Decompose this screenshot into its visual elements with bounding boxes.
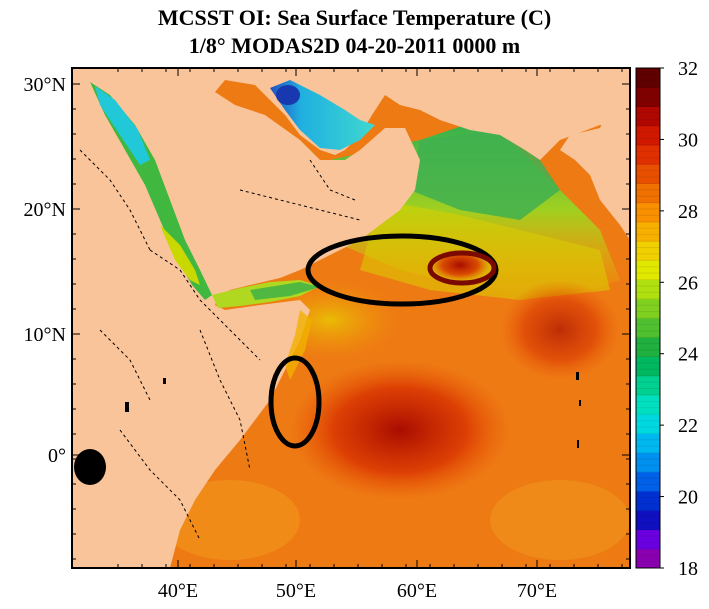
colorbar-segment: [636, 221, 660, 242]
colorbar-segment: [636, 241, 660, 261]
colorbar-segment: [636, 318, 660, 338]
map-title: MCSST OI: Sea Surface Temperature (C): [157, 5, 552, 30]
colorbar-label: 26: [678, 272, 698, 294]
lon-tick-40e: 40°E: [158, 580, 198, 602]
africa-arabia-land: [72, 68, 630, 568]
colorbar: [636, 68, 660, 569]
lake-victoria: [74, 449, 106, 485]
lat-tick-0: 0°: [48, 445, 66, 467]
lon-tick-70e: 70°E: [517, 580, 557, 602]
lon-tick-50e: 50°E: [276, 580, 316, 602]
colorbar-segment: [636, 433, 660, 454]
colorbar-segment: [636, 510, 660, 531]
red-sea: [90, 82, 212, 300]
annotation-ellipse-hotspot: [427, 250, 497, 286]
colorbar-label: 20: [678, 487, 698, 509]
colorbar-segment: [636, 68, 660, 88]
colorbar-segment: [636, 356, 660, 377]
colorbar-segment: [636, 337, 660, 357]
plot-frame: [71, 67, 631, 569]
colorbar-segment: [636, 125, 660, 146]
colorbar-frame: [635, 67, 661, 569]
colorbar-segment: [636, 144, 660, 165]
colorbar-segment: [636, 183, 660, 204]
colorbar-segment: [636, 375, 660, 396]
lat-tick-10n: 10°N: [24, 324, 66, 346]
colorbar-segment: [636, 548, 660, 569]
country-borders: [79, 149, 361, 541]
map-plot-area: [72, 68, 630, 568]
colorbar-segment: [636, 279, 660, 300]
colorbar-segment: [636, 298, 660, 319]
colorbar-segment: [636, 164, 660, 184]
colorbar-segment: [636, 491, 660, 511]
colorbar-label: 28: [678, 201, 698, 223]
hot-patch-equatorial: [290, 360, 510, 500]
colorbar-segment: [636, 529, 660, 550]
colorbar-label: 22: [678, 415, 698, 437]
map-subtitle: 1/8° MODAS2D 04-20-2011 0000 m: [188, 33, 521, 58]
annotation-ellipse-somali-coast: [268, 355, 322, 449]
lat-tick-20n: 20°N: [24, 199, 66, 221]
india-land: [560, 68, 630, 240]
colorbar-segment: [636, 414, 660, 434]
colorbar-label: 24: [678, 344, 698, 366]
colorbar-segment: [636, 260, 660, 281]
colorbar-segment: [636, 202, 660, 223]
colorbar-segment: [636, 106, 660, 127]
colorbar-label: 18: [678, 558, 698, 580]
colorbar-segment: [636, 394, 660, 415]
colorbar-label: 30: [678, 129, 698, 151]
colorbar-segment: [636, 471, 660, 492]
colorbar-segment: [636, 452, 660, 473]
lat-tick-30n: 30°N: [24, 74, 66, 96]
colorbar-label: 32: [678, 58, 698, 80]
colorbar-segment: [636, 87, 660, 107]
lon-tick-60e: 60°E: [397, 580, 437, 602]
